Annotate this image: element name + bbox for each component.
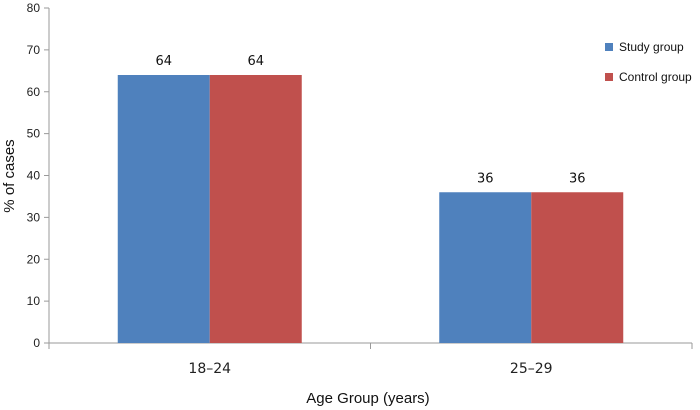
- x-tick-label: 18–24: [188, 361, 231, 377]
- legend-swatch: [605, 73, 613, 81]
- x-tick-label: 25–29: [510, 361, 553, 377]
- legend-label: Control group: [619, 70, 692, 84]
- y-tick-label: 40: [27, 169, 41, 183]
- y-axis-title: % of cases: [1, 139, 18, 212]
- data-label: 36: [569, 171, 586, 186]
- legend-swatch: [605, 43, 613, 51]
- bar: [117, 75, 210, 343]
- bar: [531, 192, 624, 343]
- y-tick-label: 0: [33, 336, 40, 350]
- y-tick-label: 60: [27, 85, 41, 99]
- data-label: 64: [247, 54, 264, 69]
- y-tick-label: 80: [27, 1, 41, 15]
- chart-axes: 0 10 20 30 40 50 60 70 80 18–24 25–29: [27, 1, 693, 377]
- y-tick-label: 20: [27, 252, 41, 266]
- y-tick-label: 50: [27, 127, 41, 141]
- bar: [439, 192, 532, 343]
- legend-label: Study group: [619, 40, 684, 54]
- chart-data-labels: 64 64 36 36: [155, 54, 585, 186]
- y-tick-label: 70: [27, 43, 41, 57]
- data-label: 64: [155, 54, 172, 69]
- x-axis-title: Age Group (years): [306, 390, 429, 407]
- y-tick-label: 30: [27, 210, 41, 224]
- chart-legend: Study group Control group: [605, 40, 692, 84]
- bar: [209, 75, 302, 343]
- y-tick-label: 10: [27, 294, 41, 308]
- data-label: 36: [477, 171, 494, 186]
- chart-bars: [117, 75, 624, 343]
